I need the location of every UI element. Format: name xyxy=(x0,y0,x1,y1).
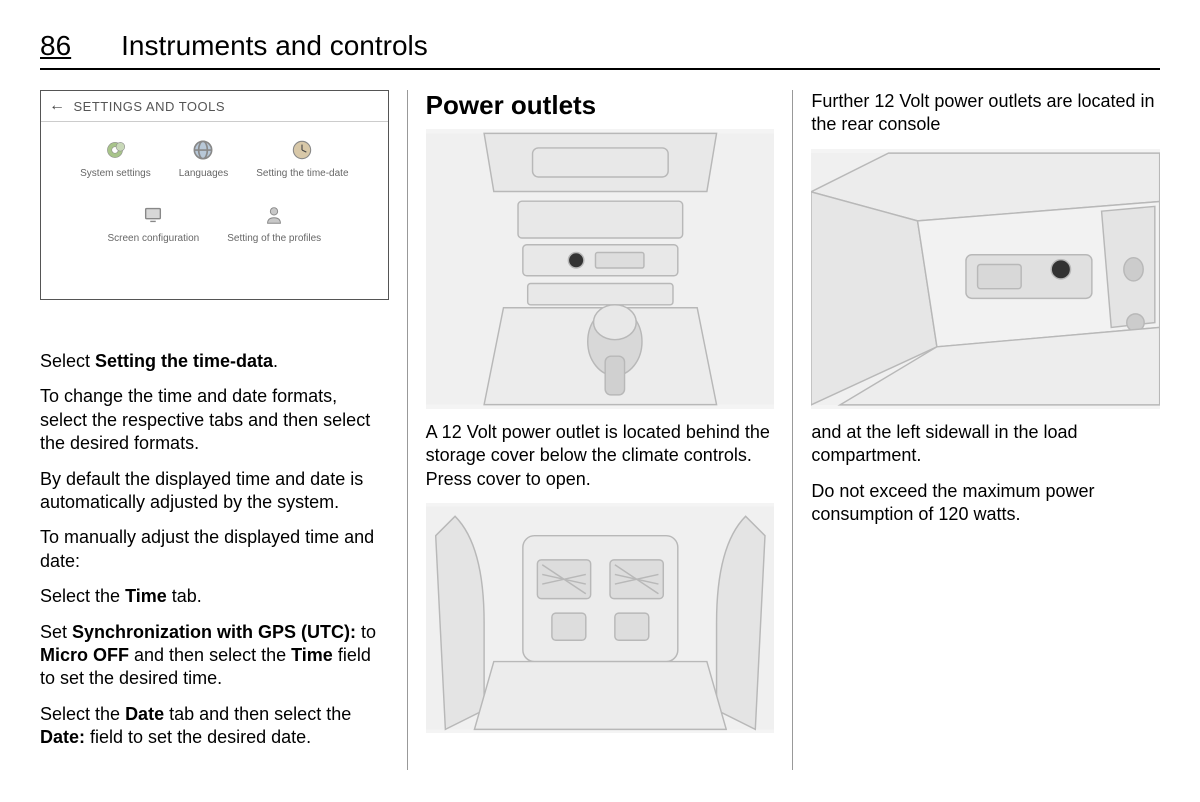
para-sync-gps: Set Synchronization with GPS (UTC): to M… xyxy=(40,621,389,691)
icon-label: Setting of the profiles xyxy=(227,233,321,244)
clock-icon xyxy=(285,136,319,164)
settings-screenshot: ← SETTINGS AND TOOLS System settings Lan… xyxy=(40,90,389,300)
para-12v-location: A 12 Volt power outlet is located behind… xyxy=(426,421,775,491)
screen-config-item: Screen configuration xyxy=(107,201,199,244)
para-left-sidewall: and at the left sidewall in the load com… xyxy=(811,421,1160,468)
para-default-auto: By default the displayed time and date i… xyxy=(40,468,389,515)
languages-item: Languages xyxy=(179,136,229,179)
para-further-outlets: Further 12 Volt power outlets are locate… xyxy=(811,90,1160,137)
center-console-illustration xyxy=(426,129,775,409)
screen-icon xyxy=(136,201,170,229)
para-select-time: Select the Time tab. xyxy=(40,585,389,608)
column-1: ← SETTINGS AND TOOLS System settings Lan… xyxy=(40,90,407,800)
profiles-item: Setting of the profiles xyxy=(227,201,321,244)
section-title: Instruments and controls xyxy=(121,30,428,62)
gear-icon xyxy=(98,136,132,164)
icon-label: Setting the time-date xyxy=(256,168,348,179)
para-select-setting: Select Setting the time-data. xyxy=(40,350,389,373)
para-change-formats: To change the time and date formats, sel… xyxy=(40,385,389,455)
para-max-power: Do not exceed the maximum power consumpt… xyxy=(811,480,1160,527)
para-select-date: Select the Date tab and then select the … xyxy=(40,703,389,750)
icon-label: Languages xyxy=(179,168,229,179)
back-arrow-icon: ← xyxy=(49,97,66,115)
para-manual-adjust: To manually adjust the displayed time an… xyxy=(40,526,389,573)
screenshot-header: ← SETTINGS AND TOOLS xyxy=(41,91,388,122)
time-date-item: Setting the time-date xyxy=(256,136,348,179)
rear-console-illustration xyxy=(426,503,775,733)
page-header: 86 Instruments and controls xyxy=(40,30,1160,70)
content-columns: ← SETTINGS AND TOOLS System settings Lan… xyxy=(40,90,1160,800)
column-2: Power outlets A 12 Vol xyxy=(408,90,793,800)
power-outlets-heading: Power outlets xyxy=(426,90,775,121)
column-3: Further 12 Volt power outlets are locate… xyxy=(793,90,1160,800)
system-settings-item: System settings xyxy=(80,136,151,179)
screenshot-icon-grid: System settings Languages Setting the ti… xyxy=(41,122,388,258)
load-compartment-illustration xyxy=(811,149,1160,409)
screenshot-title: SETTINGS AND TOOLS xyxy=(74,99,226,114)
icon-label: Screen configuration xyxy=(107,233,199,244)
page-number: 86 xyxy=(40,30,71,62)
globe-icon xyxy=(186,136,220,164)
profile-icon xyxy=(257,201,291,229)
icon-label: System settings xyxy=(80,168,151,179)
